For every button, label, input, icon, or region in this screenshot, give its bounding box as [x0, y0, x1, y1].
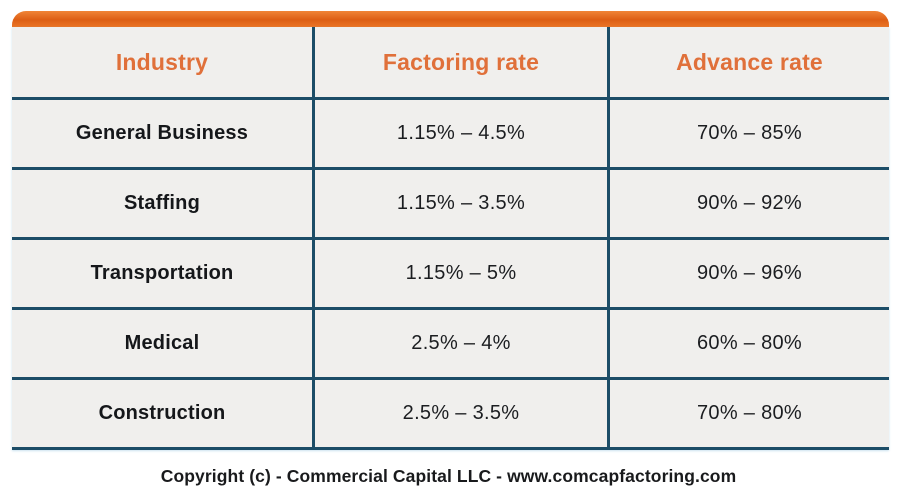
- table-row-general-business-advance-rate: 70% – 85%: [610, 100, 889, 167]
- table-row-medical-industry: Medical: [12, 310, 312, 377]
- table-row-transportation-advance-rate: 90% – 96%: [610, 240, 889, 307]
- column-header-industry: Industry: [12, 27, 312, 97]
- table-row-general-business-industry: General Business: [12, 100, 312, 167]
- table-row-construction-industry: Construction: [12, 380, 312, 447]
- column-header-factoring-rate: Factoring rate: [315, 27, 607, 97]
- column-header-advance-rate: Advance rate: [610, 27, 889, 97]
- table-row-transportation-industry: Transportation: [12, 240, 312, 307]
- accent-top-bar: [12, 11, 889, 27]
- rates-table-panel: Industry Factoring rate Advance rate Gen…: [12, 11, 889, 450]
- table-row-medical-factoring-rate: 2.5% – 4%: [315, 310, 607, 377]
- table-row-staffing-advance-rate: 90% – 92%: [610, 170, 889, 237]
- table-row-construction-factoring-rate: 2.5% – 3.5%: [315, 380, 607, 447]
- table-row-construction-advance-rate: 70% – 80%: [610, 380, 889, 447]
- table-row-transportation-factoring-rate: 1.15% – 5%: [315, 240, 607, 307]
- table-row-staffing-factoring-rate: 1.15% – 3.5%: [315, 170, 607, 237]
- table-row-general-business-factoring-rate: 1.15% – 4.5%: [315, 100, 607, 167]
- table-row-staffing-industry: Staffing: [12, 170, 312, 237]
- copyright-text: Copyright (c) - Commercial Capital LLC -…: [160, 465, 737, 486]
- rates-table: Industry Factoring rate Advance rate Gen…: [12, 27, 889, 450]
- table-row-medical-advance-rate: 60% – 80%: [610, 310, 889, 377]
